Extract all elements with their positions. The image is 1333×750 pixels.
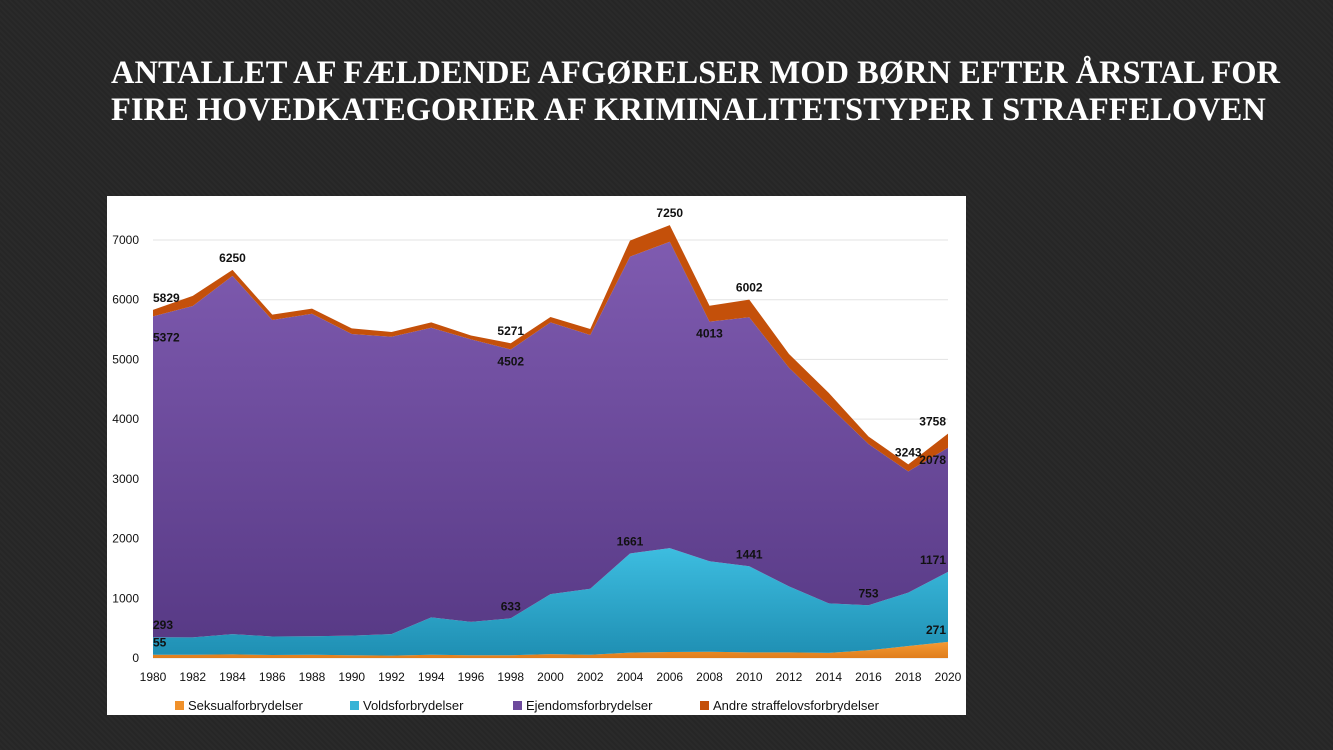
data-label: 6002 bbox=[736, 281, 763, 295]
data-label: 1661 bbox=[617, 534, 644, 548]
x-tick-label: 2014 bbox=[815, 670, 842, 684]
data-labels: 5829 5372 293 55 6250 5271 4502 633 1661 7250 4013… bbox=[153, 206, 946, 650]
x-tick-label: 1980 bbox=[140, 670, 167, 684]
legend-swatch-andre-straffelovsforbrydelser bbox=[700, 701, 709, 710]
data-label: 753 bbox=[858, 586, 878, 600]
x-tick-label: 1994 bbox=[418, 670, 445, 684]
x-tick-label: 2004 bbox=[617, 670, 644, 684]
x-tick-label: 2020 bbox=[935, 670, 962, 684]
y-tick-label: 3000 bbox=[112, 472, 139, 486]
legend-label-ejendomsforbrydelser: Ejendomsforbrydelser bbox=[526, 698, 653, 713]
x-tick-label: 1998 bbox=[497, 670, 524, 684]
x-tick-label: 1996 bbox=[458, 670, 485, 684]
x-tick-label: 1984 bbox=[219, 670, 246, 684]
data-label: 271 bbox=[926, 623, 946, 637]
areas bbox=[153, 225, 948, 658]
x-tick-label: 1982 bbox=[179, 670, 206, 684]
data-label: 5829 bbox=[153, 291, 180, 305]
x-tick-label: 2012 bbox=[776, 670, 803, 684]
x-tick-label: 1990 bbox=[338, 670, 365, 684]
data-label: 7250 bbox=[656, 206, 683, 220]
x-tick-label: 1986 bbox=[259, 670, 286, 684]
stacked-area-chart: 0 1000 2000 3000 4000 5000 6000 7000 1980 1982 198… bbox=[112, 206, 961, 713]
x-tick-label: 2002 bbox=[577, 670, 604, 684]
data-label: 4013 bbox=[696, 327, 723, 341]
data-label: 5372 bbox=[153, 330, 180, 344]
legend-swatch-ejendomsforbrydelser bbox=[513, 701, 522, 710]
data-label: 3758 bbox=[919, 415, 946, 429]
data-label: 1171 bbox=[920, 553, 946, 567]
area-ejendomsforbrydelser bbox=[153, 241, 948, 638]
slide-title: ANTALLET AF FÆLDENDE AFGØRELSER MOD BØRN… bbox=[111, 55, 1280, 128]
data-label: 3243 bbox=[895, 445, 922, 459]
y-tick-label: 4000 bbox=[112, 412, 139, 426]
y-tick-label: 2000 bbox=[112, 532, 139, 546]
legend: Seksualforbrydelser Voldsforbrydelser Ejen… bbox=[175, 698, 880, 713]
x-tick-label: 1992 bbox=[378, 670, 405, 684]
axis-ticks: 0 1000 2000 3000 4000 5000 6000 7000 1980 1982 198… bbox=[112, 233, 961, 684]
area-seksualforbrydelser bbox=[153, 641, 948, 658]
x-tick-label: 2018 bbox=[895, 670, 922, 684]
y-tick-label: 7000 bbox=[112, 233, 139, 247]
area-voldsforbrydelser bbox=[153, 548, 948, 656]
data-label: 1441 bbox=[736, 547, 763, 561]
x-tick-label: 2016 bbox=[855, 670, 882, 684]
legend-swatch-voldsforbrydelser bbox=[350, 701, 359, 710]
legend-label-voldsforbrydelser: Voldsforbrydelser bbox=[363, 698, 464, 713]
x-tick-label: 1988 bbox=[299, 670, 326, 684]
legend-label-andre-straffelovsforbrydelser: Andre straffelovsforbrydelser bbox=[713, 698, 880, 713]
legend-swatch-seksualforbrydelser bbox=[175, 701, 184, 710]
y-tick-label: 1000 bbox=[112, 591, 139, 605]
x-tick-label: 2000 bbox=[537, 670, 564, 684]
y-tick-label: 6000 bbox=[112, 293, 139, 307]
y-tick-label: 0 bbox=[132, 651, 139, 665]
x-tick-label: 2006 bbox=[656, 670, 683, 684]
data-label: 4502 bbox=[497, 354, 524, 368]
y-tick-label: 5000 bbox=[112, 352, 139, 366]
chart-panel: 0 1000 2000 3000 4000 5000 6000 7000 1980 1982 198… bbox=[107, 196, 966, 715]
data-label: 293 bbox=[153, 618, 173, 632]
x-tick-label: 2008 bbox=[696, 670, 723, 684]
x-tick-label: 2010 bbox=[736, 670, 763, 684]
data-label: 55 bbox=[153, 636, 167, 650]
legend-label-seksualforbrydelser: Seksualforbrydelser bbox=[188, 698, 304, 713]
data-label: 6250 bbox=[219, 251, 246, 265]
data-label: 633 bbox=[501, 599, 521, 613]
data-label: 5271 bbox=[497, 324, 524, 338]
data-label: 2078 bbox=[919, 453, 946, 467]
